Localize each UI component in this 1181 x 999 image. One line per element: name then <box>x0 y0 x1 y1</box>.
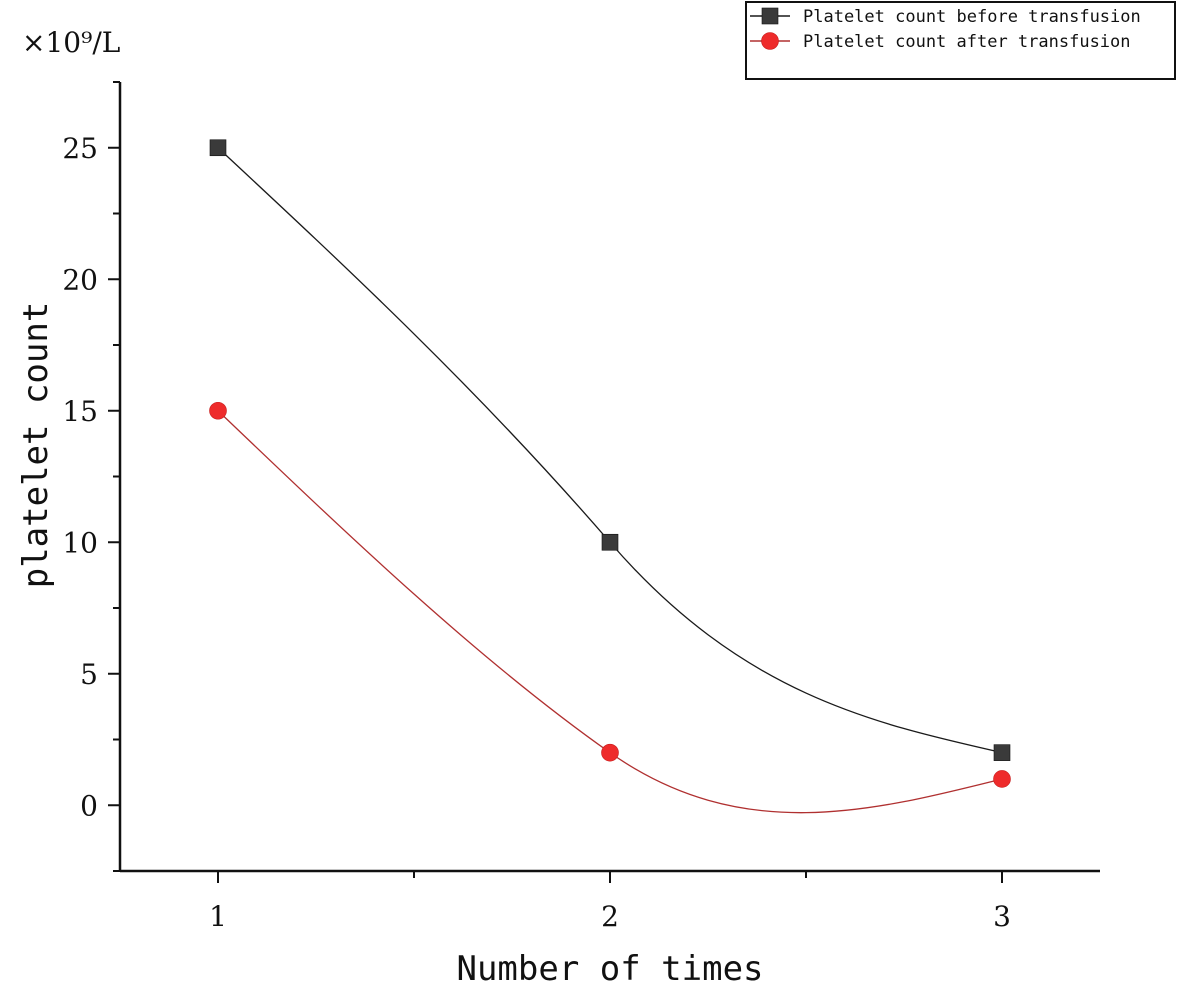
series-line <box>217 147 1003 754</box>
series-layer <box>209 139 1011 814</box>
series-2 <box>209 401 1011 814</box>
x-axis-title: Number of times <box>456 949 763 989</box>
y-ticks: 0 5 10 15 20 25 <box>62 81 120 872</box>
data-point <box>209 401 227 420</box>
data-point <box>601 743 619 762</box>
data-point <box>993 770 1011 788</box>
x-tick-label: 3 <box>993 900 1011 933</box>
y-tick-label: 15 <box>62 395 98 428</box>
legend-label: Platelet count before transfusion <box>803 7 1141 27</box>
legend-label: Platelet count after transfusion <box>803 32 1131 52</box>
x-tick-label: 1 <box>209 900 227 933</box>
y-unit-label: ×10⁹/L <box>22 26 120 59</box>
series-1 <box>209 139 1011 761</box>
legend: Platelet count before transfusion Platele… <box>745 1 1176 80</box>
data-point <box>993 744 1011 761</box>
x-ticks: 1 2 3 <box>209 871 1011 933</box>
legend-marker <box>761 7 779 25</box>
y-tick-label: 0 <box>80 789 98 822</box>
legend-marker <box>761 32 779 50</box>
data-point <box>601 533 619 551</box>
y-tick-label: 20 <box>62 263 98 296</box>
y-tick-label: 10 <box>62 526 98 559</box>
y-tick-label: 5 <box>80 658 98 691</box>
data-point <box>209 139 227 157</box>
y-axis-title: platelet count <box>16 302 56 589</box>
y-tick-label: 25 <box>62 132 98 165</box>
legend-box <box>745 1 1176 80</box>
x-tick-label: 2 <box>601 900 619 933</box>
